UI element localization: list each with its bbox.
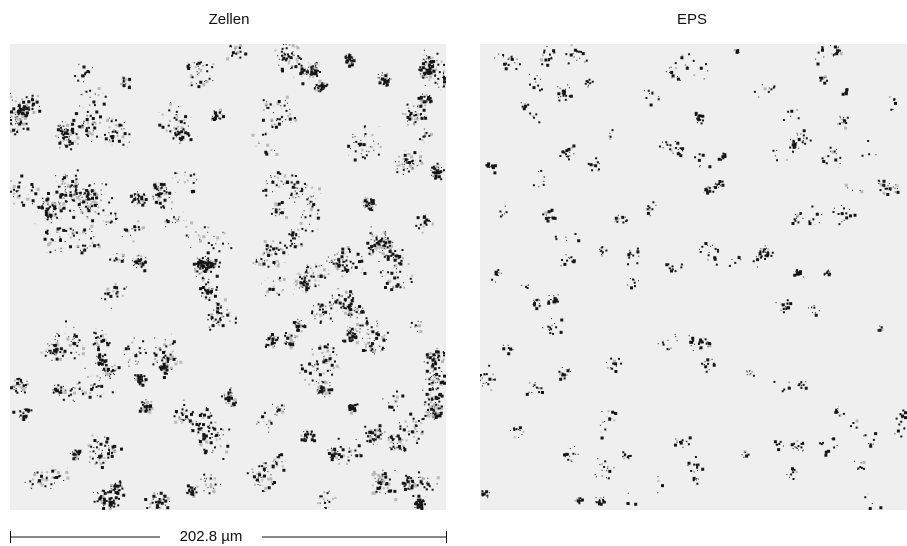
page: Zellen EPS 202.8 µm (() => { const data … (0, 0, 907, 546)
image-eps (480, 44, 907, 510)
scale-bar-label: 202.8 µm (180, 528, 243, 545)
figure: Zellen EPS 202.8 µm (0, 0, 907, 546)
panel-title: Zellen (209, 11, 250, 28)
panel-title: EPS (677, 11, 707, 28)
